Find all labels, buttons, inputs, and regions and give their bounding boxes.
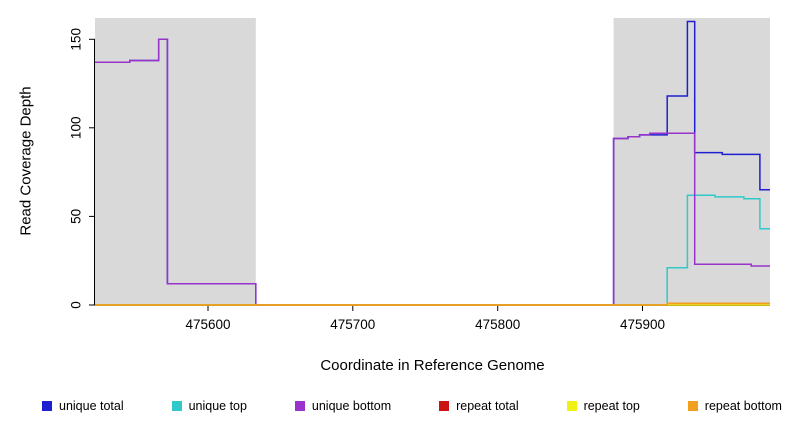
y-tick-label: 100 xyxy=(69,117,84,140)
shaded-region xyxy=(95,18,256,305)
legend-swatch xyxy=(566,401,577,411)
y-tick-label: 0 xyxy=(69,301,84,309)
legend-item-repeat-total: repeat total xyxy=(439,399,519,413)
legend-swatch xyxy=(439,401,450,411)
legend: unique total unique top unique bottom repea… xyxy=(42,399,782,413)
legend-item-repeat-top: repeat top xyxy=(566,399,640,413)
series-line-repeat-bottom xyxy=(95,302,770,306)
legend-label: unique total xyxy=(59,399,124,413)
series-line-unique-top xyxy=(95,194,770,306)
legend-label: repeat total xyxy=(456,399,519,413)
legend-swatch xyxy=(171,401,182,411)
legend-label: unique bottom xyxy=(311,399,392,413)
legend-swatch xyxy=(687,401,698,411)
legend-label: repeat top xyxy=(583,399,640,413)
x-tick-label: 475700 xyxy=(330,317,375,332)
y-tick-label: 150 xyxy=(69,28,84,51)
legend-swatch xyxy=(42,401,52,411)
x-axis-title: Coordinate in Reference Genome xyxy=(320,357,545,374)
x-tick-label: 475600 xyxy=(185,317,230,332)
y-axis-title: Read Coverage Depth xyxy=(17,86,35,236)
legend-item-unique-top: unique top xyxy=(171,399,247,413)
shaded-region xyxy=(613,18,770,305)
y-tick-label: 50 xyxy=(69,209,84,224)
x-tick-label: 475900 xyxy=(620,317,665,332)
legend-swatch xyxy=(294,401,305,411)
legend-item-unique-bottom: unique bottom xyxy=(294,399,392,413)
legend-label: repeat bottom xyxy=(704,399,782,413)
legend-label: unique top xyxy=(188,399,247,413)
series-line-unique-bottom xyxy=(95,38,770,306)
legend-item-unique-total: unique total xyxy=(42,399,124,413)
x-tick-label: 475800 xyxy=(475,317,520,332)
legend-item-repeat-bottom: repeat bottom xyxy=(687,399,782,413)
